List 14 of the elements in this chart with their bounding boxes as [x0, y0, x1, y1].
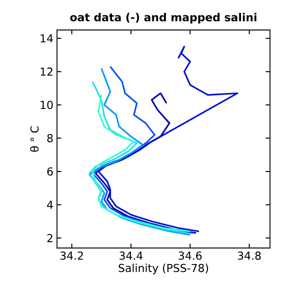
chart-title: oat data (-) and mapped salini: [70, 12, 256, 24]
y-tick-label: 10: [40, 100, 53, 110]
x-tick-label: 34.4: [120, 252, 143, 260]
x-axis-title: Salinity (PSS-78): [118, 264, 208, 274]
y-tick-label: 6: [47, 167, 53, 176]
x-tick-label: 34.8: [238, 252, 261, 260]
y-tick-label: 2: [47, 234, 52, 242]
x-tick-label: 34.6: [178, 252, 202, 260]
y-axis-title: θ ° C: [30, 126, 39, 152]
y-tick-label: 8: [47, 134, 53, 142]
y-tick-label: 4: [47, 200, 53, 209]
y-tick-label: 14: [40, 34, 53, 42]
y-tick-label: 12: [40, 68, 52, 76]
x-tick-label: 34.2: [60, 252, 83, 260]
